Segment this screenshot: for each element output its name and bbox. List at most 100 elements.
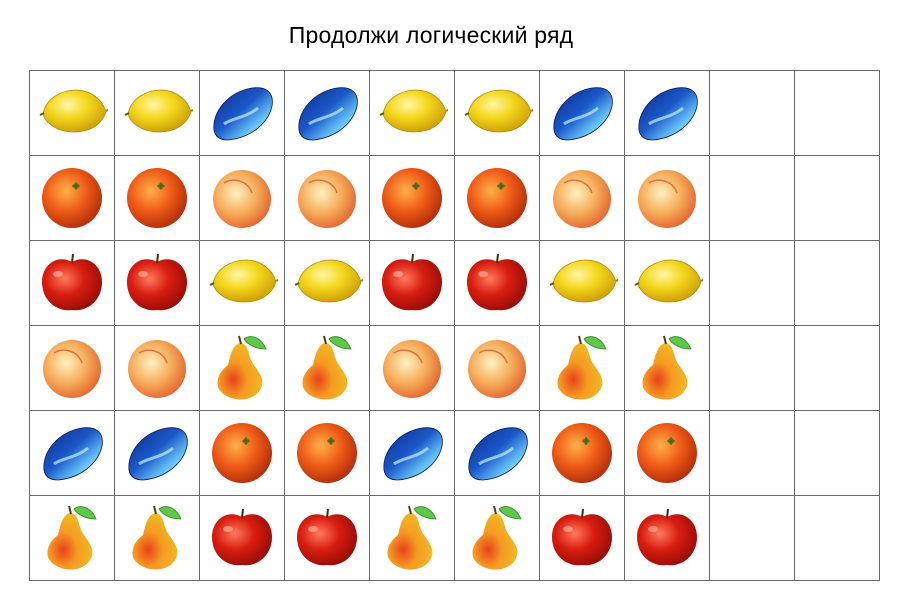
fruit-cell xyxy=(624,240,710,326)
fruit-sequence-grid xyxy=(29,70,880,581)
apple-icon xyxy=(30,248,114,318)
fruit-cell xyxy=(29,155,115,241)
fruit-cell xyxy=(624,70,710,156)
grid-row xyxy=(29,70,880,156)
pear-icon xyxy=(30,503,114,573)
plum-icon xyxy=(30,418,114,488)
fruit-cell xyxy=(29,325,115,411)
lemon-icon xyxy=(285,248,369,318)
peach-icon xyxy=(285,163,369,233)
pear-icon xyxy=(540,333,624,403)
empty-answer-cell[interactable] xyxy=(709,410,795,496)
pear-icon xyxy=(285,333,369,403)
pear-icon xyxy=(370,503,454,573)
orange-icon xyxy=(285,418,369,488)
empty-answer-cell[interactable] xyxy=(709,495,795,581)
pear-icon xyxy=(115,503,199,573)
plum-icon xyxy=(285,78,369,148)
fruit-cell xyxy=(199,325,285,411)
pear-icon xyxy=(200,333,284,403)
fruit-cell xyxy=(199,410,285,496)
plum-icon xyxy=(370,418,454,488)
fruit-cell xyxy=(454,495,540,581)
empty-answer-cell[interactable] xyxy=(794,240,880,326)
lemon-icon xyxy=(625,248,709,318)
orange-icon xyxy=(115,163,199,233)
fruit-cell xyxy=(454,155,540,241)
plum-icon xyxy=(115,418,199,488)
lemon-icon xyxy=(200,248,284,318)
fruit-cell xyxy=(29,410,115,496)
fruit-cell xyxy=(369,70,455,156)
fruit-cell xyxy=(539,155,625,241)
peach-icon xyxy=(115,333,199,403)
grid-row xyxy=(29,495,880,581)
lemon-icon xyxy=(540,248,624,318)
peach-icon xyxy=(200,163,284,233)
plum-icon xyxy=(625,78,709,148)
fruit-cell xyxy=(114,410,200,496)
fruit-cell xyxy=(624,495,710,581)
peach-icon xyxy=(455,333,539,403)
peach-icon xyxy=(625,163,709,233)
empty-answer-cell[interactable] xyxy=(794,70,880,156)
fruit-cell xyxy=(624,410,710,496)
apple-icon xyxy=(370,248,454,318)
fruit-cell xyxy=(539,70,625,156)
apple-icon xyxy=(285,503,369,573)
fruit-cell xyxy=(114,495,200,581)
fruit-cell xyxy=(199,240,285,326)
apple-icon xyxy=(115,248,199,318)
empty-answer-cell[interactable] xyxy=(794,410,880,496)
fruit-cell xyxy=(369,240,455,326)
fruit-cell xyxy=(369,325,455,411)
fruit-cell xyxy=(114,325,200,411)
fruit-cell xyxy=(114,240,200,326)
fruit-cell xyxy=(369,155,455,241)
fruit-cell xyxy=(114,70,200,156)
apple-icon xyxy=(625,503,709,573)
orange-icon xyxy=(30,163,114,233)
lemon-icon xyxy=(30,78,114,148)
fruit-cell xyxy=(199,495,285,581)
pear-icon xyxy=(625,333,709,403)
fruit-cell xyxy=(369,410,455,496)
fruit-cell xyxy=(624,325,710,411)
fruit-cell xyxy=(284,70,370,156)
lemon-icon xyxy=(455,78,539,148)
fruit-cell xyxy=(539,240,625,326)
fruit-cell xyxy=(539,325,625,411)
fruit-cell xyxy=(454,70,540,156)
orange-icon xyxy=(370,163,454,233)
fruit-cell xyxy=(29,495,115,581)
apple-icon xyxy=(540,503,624,573)
fruit-cell xyxy=(199,70,285,156)
orange-icon xyxy=(455,163,539,233)
grid-row xyxy=(29,240,880,326)
grid-row xyxy=(29,410,880,496)
empty-answer-cell[interactable] xyxy=(709,325,795,411)
empty-answer-cell[interactable] xyxy=(794,325,880,411)
empty-answer-cell[interactable] xyxy=(709,70,795,156)
pear-icon xyxy=(455,503,539,573)
fruit-cell xyxy=(284,325,370,411)
peach-icon xyxy=(540,163,624,233)
fruit-cell xyxy=(454,410,540,496)
orange-icon xyxy=(540,418,624,488)
fruit-cell xyxy=(199,155,285,241)
lemon-icon xyxy=(115,78,199,148)
empty-answer-cell[interactable] xyxy=(794,155,880,241)
fruit-cell xyxy=(114,155,200,241)
fruit-cell xyxy=(454,325,540,411)
fruit-cell xyxy=(624,155,710,241)
empty-answer-cell[interactable] xyxy=(709,240,795,326)
empty-answer-cell[interactable] xyxy=(709,155,795,241)
plum-icon xyxy=(540,78,624,148)
fruit-cell xyxy=(454,240,540,326)
peach-icon xyxy=(370,333,454,403)
apple-icon xyxy=(455,248,539,318)
grid-row xyxy=(29,155,880,241)
lemon-icon xyxy=(370,78,454,148)
empty-answer-cell[interactable] xyxy=(794,495,880,581)
fruit-cell xyxy=(284,495,370,581)
